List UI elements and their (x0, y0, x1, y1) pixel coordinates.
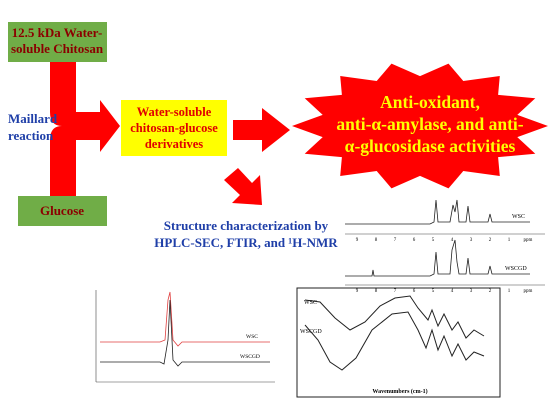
merge-arrow (50, 62, 120, 197)
nmr-tick-label: 5 (432, 289, 435, 294)
nmr-tick-label: 7 (394, 289, 397, 294)
nmr-tick-label: 7 (394, 238, 397, 243)
starburst (292, 63, 548, 189)
glucose-box (18, 196, 107, 226)
nmr-tick-label: 6 (413, 238, 416, 243)
nmr-tick-label: 4 (451, 289, 454, 294)
characterization-label: HPLC-SEC, FTIR, and ¹H-NMR (154, 235, 338, 250)
nmr-trace (345, 199, 530, 225)
hplc-trace-label: WSC (246, 334, 258, 340)
nmr-tick-label: 8 (375, 238, 378, 243)
nmr-tick-label: 1 (508, 289, 511, 294)
nmr-tick-label: 5 (432, 238, 435, 243)
hplc-trace (100, 291, 270, 347)
nmr-tick-label: 9 (356, 289, 359, 294)
ftir-x-label: Wavenumbers (cm-1) (372, 388, 427, 395)
derivatives-label: derivatives (145, 137, 203, 151)
derivatives-label: Water-soluble (137, 105, 212, 119)
nmr-tick-label: ppm (524, 289, 533, 294)
ftir-trace-label: WSCGD (300, 329, 322, 335)
glucose-label: Glucose (40, 203, 84, 218)
right-arrow (233, 108, 290, 152)
maillard-label: reaction (8, 128, 54, 143)
nmr-trace (345, 239, 530, 277)
nmr-tick-label: 9 (356, 238, 359, 243)
nmr-tick-label: 1 (508, 238, 511, 243)
nmr-tick-label: 2 (489, 289, 492, 294)
nmr-tick-label: 6 (413, 289, 416, 294)
activities-label: anti-α-amylase, and anti- (336, 114, 523, 134)
activities-label: α-glucosidase activities (345, 136, 516, 156)
nmr-tick-label: 4 (451, 238, 454, 243)
nmr-trace-label: WSCGD (505, 266, 527, 272)
ftir-trace-label: WSC (304, 300, 317, 306)
nmr-tick-label: 8 (375, 289, 378, 294)
nmr-tick-label: ppm (524, 238, 533, 243)
hplc-panel (95, 290, 275, 383)
activities-label: Anti-oxidant, (380, 92, 480, 112)
chitosan-box (8, 22, 107, 62)
nmr-tick-label: 2 (489, 238, 492, 243)
ftir-frame (296, 287, 501, 398)
ftir-trace (304, 311, 485, 371)
hplc-trace (100, 299, 270, 367)
derivatives-label: chitosan-glucose (130, 121, 218, 135)
chitosan-label: 12.5 kDa Water- (12, 25, 103, 40)
chitosan-label: soluble Chitosan (11, 41, 104, 56)
nmr-tick-label: 3 (470, 289, 473, 294)
derivatives-box (121, 100, 227, 156)
ftir-trace (304, 295, 485, 339)
nmr-panel (345, 199, 545, 286)
ftir-panel (296, 287, 501, 398)
characterization-label: Structure characterization by (164, 218, 329, 233)
hplc-trace-label: WSCGD (240, 354, 260, 360)
nmr-trace-label: WSC (512, 214, 525, 220)
maillard-label: Maillard (8, 111, 58, 126)
nmr-tick-label: 3 (470, 238, 473, 243)
down-arrow (224, 168, 262, 205)
